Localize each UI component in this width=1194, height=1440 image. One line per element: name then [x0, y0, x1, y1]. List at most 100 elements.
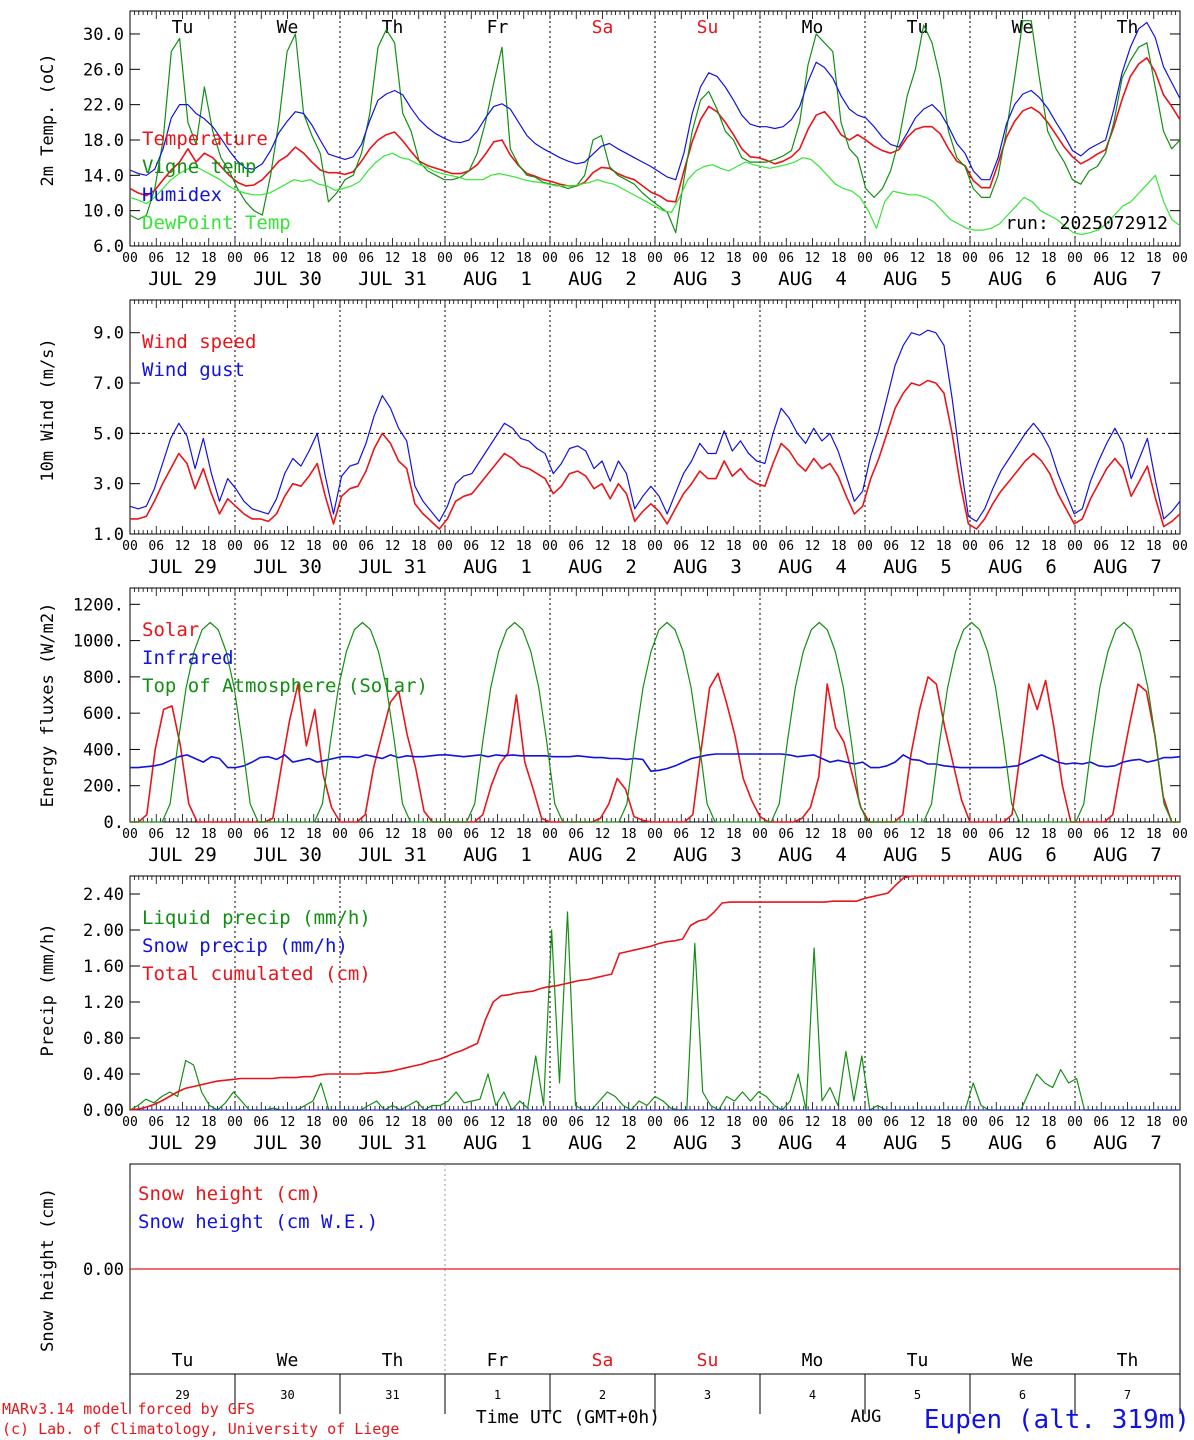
hour-label: 18	[306, 539, 322, 554]
hour-label: 00	[962, 827, 978, 842]
hour-label: 06	[673, 251, 689, 266]
y-tick-label: 1000.	[73, 632, 124, 652]
day-label: AUG 6	[988, 268, 1057, 290]
y-tick-label: 0.00	[83, 1101, 124, 1121]
panel-3: 0. 200. 400. 600. 800. 1000. 1200. Energy fluxe…	[38, 587, 1188, 866]
hour-label: 18	[831, 539, 847, 554]
y-axis-label: Snow height (cm)	[38, 1188, 58, 1352]
hour-label: 06	[883, 1115, 899, 1130]
hour-label: 18	[831, 827, 847, 842]
hour-label: 18	[621, 1115, 637, 1130]
footer-model: MARv3.14 model forced by GFS	[2, 1400, 255, 1418]
hour-label: 00	[122, 539, 138, 554]
weekday-label-bottom: Th	[382, 1350, 404, 1371]
hour-label: 12	[1015, 827, 1031, 842]
y-axis-label: Precip (mm/h)	[38, 923, 58, 1056]
day-label: AUG 7	[1093, 844, 1162, 866]
day-label: AUG 7	[1093, 556, 1162, 578]
hour-label: 12	[385, 251, 401, 266]
hour-label: 00	[857, 539, 873, 554]
y-tick-label: 1.0	[93, 525, 124, 545]
day-label: AUG 5	[883, 1132, 952, 1154]
day-label: JUL 30	[253, 556, 322, 578]
legend-entry: Total cumulated (cm)	[142, 963, 371, 985]
footer-lab: (c) Lab. of Climatology, University of L…	[2, 1420, 399, 1438]
hour-label: 12	[175, 1115, 191, 1130]
hour-label: 18	[726, 827, 742, 842]
day-label: AUG 3	[673, 1132, 742, 1154]
hour-label: 06	[568, 251, 584, 266]
hour-label: 12	[700, 539, 716, 554]
hour-label: 06	[778, 1115, 794, 1130]
hour-label: 06	[148, 827, 164, 842]
hour-label: 06	[1093, 827, 1109, 842]
day-label: AUG 3	[673, 556, 742, 578]
y-tick-label: 800.	[83, 668, 124, 688]
hour-label: 12	[1120, 1115, 1136, 1130]
hour-label: 06	[463, 539, 479, 554]
weekday-label: Tu	[907, 17, 929, 38]
y-tick-label: 0.00	[83, 1260, 124, 1280]
weekday-label-bottom: Su	[697, 1350, 719, 1371]
hour-label: 06	[148, 251, 164, 266]
hour-label: 12	[910, 827, 926, 842]
hour-label: 12	[1120, 827, 1136, 842]
hour-label: 00	[122, 1115, 138, 1130]
day-label: JUL 31	[358, 268, 427, 290]
legend-entry: Infrared	[142, 647, 234, 669]
day-label: JUL 31	[358, 1132, 427, 1154]
hour-label: 12	[490, 827, 506, 842]
hour-label: 18	[831, 251, 847, 266]
hour-label: 18	[516, 1115, 532, 1130]
hour-label: 18	[621, 251, 637, 266]
hour-label: 06	[988, 539, 1004, 554]
hour-label: 06	[253, 1115, 269, 1130]
hour-label: 12	[910, 1115, 926, 1130]
hour-label: 06	[148, 539, 164, 554]
legend-entry: DewPoint Temp	[142, 212, 291, 234]
day-label: AUG 4	[778, 1132, 847, 1154]
hour-label: 00	[962, 539, 978, 554]
hour-label: 18	[1041, 251, 1057, 266]
weekday-label: Su	[697, 17, 719, 38]
y-tick-label: 22.0	[83, 96, 124, 116]
y-tick-label: 0.80	[83, 1029, 124, 1049]
hour-label: 00	[332, 539, 348, 554]
y-tick-label: 0.40	[83, 1065, 124, 1085]
bottom-day-number: 1	[494, 1388, 501, 1402]
weekday-label-bottom: Fr	[487, 1350, 509, 1371]
day-label: JUL 31	[358, 556, 427, 578]
hour-label: 00	[647, 1115, 663, 1130]
hour-label: 00	[1172, 1115, 1188, 1130]
hour-label: 12	[175, 251, 191, 266]
hour-label: 06	[778, 539, 794, 554]
day-label: JUL 30	[253, 1132, 322, 1154]
y-tick-label: 1.60	[83, 957, 124, 977]
hour-label: 00	[857, 827, 873, 842]
hour-label: 00	[542, 827, 558, 842]
series-line-infrared	[130, 753, 1181, 773]
hour-label: 12	[910, 539, 926, 554]
hour-label: 12	[280, 1115, 296, 1130]
hour-label: 06	[358, 1115, 374, 1130]
day-label: AUG 1	[463, 1132, 532, 1154]
hour-label: 06	[463, 1115, 479, 1130]
hour-label: 12	[175, 827, 191, 842]
day-label: AUG 1	[463, 556, 532, 578]
panel-4: 0.00 0.40 0.80 1.20 1.60 2.00 2.40 Precip (mm/h…	[38, 875, 1188, 1154]
hour-label: 00	[332, 827, 348, 842]
hour-label: 06	[358, 539, 374, 554]
day-label: JUL 30	[253, 268, 322, 290]
legend-entry: Wind gust	[142, 359, 245, 381]
legend-entry: Top of Atmosphere (Solar)	[142, 675, 428, 697]
hour-label: 06	[568, 1115, 584, 1130]
series-line-solar	[130, 672, 1180, 823]
weekday-label-bottom: Tu	[172, 1350, 194, 1371]
hour-label: 00	[437, 827, 453, 842]
day-label: AUG 4	[778, 268, 847, 290]
hour-label: 12	[385, 539, 401, 554]
hour-label: 06	[778, 251, 794, 266]
series-line-temperature	[129, 56, 1181, 203]
day-label: JUL 29	[148, 1132, 217, 1154]
